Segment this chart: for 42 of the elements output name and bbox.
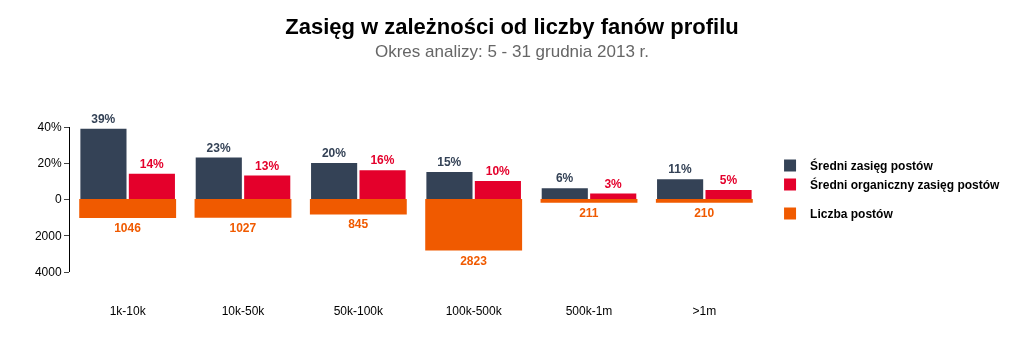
chart-title: Zasięg w zależności od liczby fanów profilu (284, 14, 740, 40)
data-label: 1046 (114, 221, 142, 236)
data-label: 210 (694, 205, 715, 220)
data-label: 211 (579, 205, 599, 220)
y-tick-label: 2000 (34, 228, 62, 243)
bar (540, 199, 638, 203)
x-tick-label: 1k-10k (109, 304, 147, 318)
x-tick-label: >1m (692, 304, 717, 318)
data-label: 20% (321, 146, 347, 160)
data-label: 1027 (229, 220, 257, 235)
bar (79, 199, 177, 219)
data-label: 16% (370, 153, 395, 168)
y-tick-label: 0 (54, 192, 62, 207)
bar (309, 199, 407, 215)
bar (474, 181, 521, 199)
y-tick-label: 4000 (34, 265, 62, 280)
data-label: 10% (485, 164, 511, 178)
data-label: 11% (668, 162, 692, 177)
x-tick-label: 50k-100k (333, 304, 385, 318)
bar (425, 199, 523, 251)
data-label: 5% (719, 173, 738, 187)
x-tick-label: 500k-1m (565, 304, 613, 318)
data-label: 15% (437, 155, 462, 169)
y-tick-label: 40% (37, 120, 62, 135)
x-tick-label: 10k-50k (221, 304, 266, 318)
data-label: 23% (206, 140, 231, 155)
legend-label: Średni zasięg postów (810, 158, 934, 174)
data-label: 13% (255, 158, 280, 173)
data-label: 14% (139, 156, 165, 171)
data-label: 845 (348, 217, 369, 232)
y-tick-label: 20% (37, 156, 62, 171)
legend-label: Średni organiczny zasięg postów (810, 177, 1001, 193)
data-label: 39% (91, 111, 116, 126)
data-label: 2823 (460, 253, 488, 268)
x-tick-label: 100k-500k (445, 304, 503, 318)
bar (426, 172, 473, 199)
data-label: 6% (555, 171, 574, 186)
data-label: 3% (604, 176, 623, 191)
legend-label: Liczba postów (810, 207, 894, 222)
bar (194, 199, 292, 218)
bar (655, 199, 753, 203)
chart-subtitle: Okres analizy: 5 - 31 grudnia 2013 r. (373, 42, 650, 62)
